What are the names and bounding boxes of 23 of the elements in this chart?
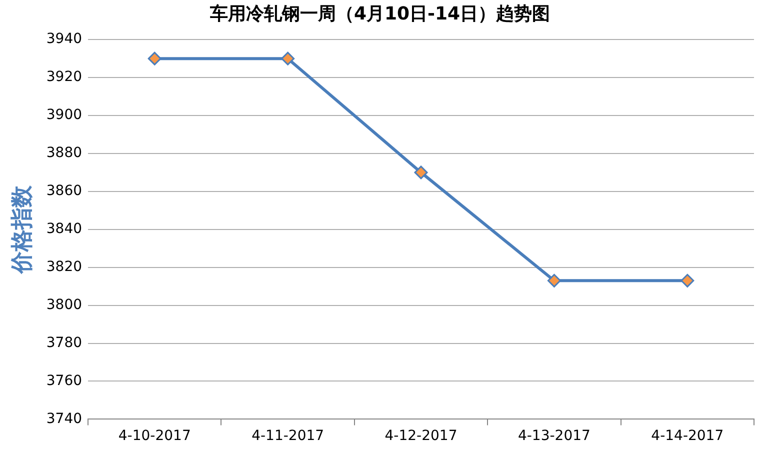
y-tick-label: 3840 <box>46 221 82 238</box>
y-tick-label: 3880 <box>46 145 82 162</box>
point <box>414 166 428 180</box>
y-tick-label: 3820 <box>46 259 82 275</box>
x-tick-label: 4-14-2017 <box>651 428 724 444</box>
x-tick-label: 4-11-2017 <box>252 428 324 444</box>
point <box>547 274 561 288</box>
y-tick-label: 3740 <box>46 410 82 427</box>
y-tick-label: 3800 <box>46 296 82 313</box>
chart-title: 车用冷轧钢一周（4月10日-14日）趋势图 <box>208 3 550 24</box>
point <box>680 274 694 288</box>
y-tick-label: 3920 <box>46 69 82 86</box>
y-tick-label: 3900 <box>46 107 82 124</box>
x-tick-label: 4-13-2017 <box>518 428 590 444</box>
x-tick-label: 4-12-2017 <box>384 428 458 444</box>
x-tick-label: 4-10-2017 <box>118 428 191 444</box>
point <box>281 52 295 66</box>
y-axis-title: 价格指数 <box>10 184 35 274</box>
y-tick-label: 3760 <box>46 372 82 389</box>
point <box>148 52 162 66</box>
y-tick-label: 3940 <box>46 31 82 48</box>
y-tick-label: 3780 <box>46 334 82 351</box>
y-tick-label: 3860 <box>46 183 82 200</box>
